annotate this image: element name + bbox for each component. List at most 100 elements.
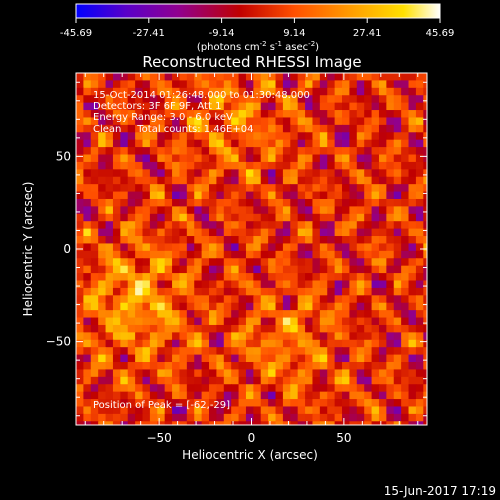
heatmap-cell	[356, 124, 365, 133]
heatmap-cell	[179, 124, 188, 133]
heatmap-cell	[245, 198, 254, 207]
heatmap-cell	[127, 95, 136, 104]
heatmap-cell	[334, 265, 343, 274]
heatmap-cell	[157, 280, 166, 289]
heatmap-cell	[282, 376, 291, 385]
heatmap-cell	[186, 117, 195, 126]
heatmap-cell	[342, 295, 351, 304]
heatmap-cell	[194, 110, 203, 119]
heatmap-cell	[216, 258, 225, 267]
heatmap-cell	[312, 191, 321, 200]
heatmap-cell	[282, 236, 291, 245]
heatmap-cell	[223, 176, 232, 185]
heatmap-cell	[349, 243, 358, 252]
heatmap-cell	[98, 87, 107, 96]
heatmap-cell	[157, 132, 166, 141]
heatmap-cell	[260, 147, 269, 156]
heatmap-cell	[142, 154, 151, 163]
heatmap-cell	[105, 413, 114, 422]
heatmap-cell	[149, 102, 158, 111]
heatmap-cell	[172, 110, 181, 119]
heatmap-cell	[378, 191, 387, 200]
heatmap-cell	[349, 421, 358, 425]
heatmap-cell	[135, 347, 144, 356]
heatmap-cell	[290, 287, 299, 296]
heatmap-cell	[268, 369, 277, 378]
heatmap-cell	[223, 384, 232, 393]
heatmap-cell	[275, 198, 284, 207]
heatmap-cell	[305, 376, 314, 385]
heatmap-cell	[112, 95, 121, 104]
heatmap-cell	[135, 169, 144, 178]
heatmap-cell	[112, 391, 121, 400]
heatmap-cell	[112, 324, 121, 333]
heatmap-cell	[378, 369, 387, 378]
heatmap-cell	[260, 265, 269, 274]
heatmap-cell	[342, 184, 351, 193]
heatmap-cell	[386, 206, 395, 215]
heatmap-cell	[245, 399, 254, 408]
heatmap-cell	[209, 310, 217, 319]
heatmap-cell	[334, 310, 343, 319]
heatmap-cell	[356, 132, 365, 141]
heatmap-cell	[194, 124, 203, 133]
heatmap-cell	[386, 265, 395, 274]
heatmap-cell	[83, 110, 92, 119]
heatmap-cell	[297, 265, 306, 274]
heatmap-cell	[157, 258, 166, 267]
heatmap-cell	[209, 236, 217, 245]
annotation-time-range: 15-Oct-2014 01:26:48.000 to 01:30:48.000	[93, 90, 310, 101]
heatmap-cell	[245, 184, 254, 193]
heatmap-cell	[76, 354, 84, 363]
heatmap-cell	[312, 265, 321, 274]
heatmap-cell	[327, 243, 336, 252]
heatmap-cell	[408, 236, 417, 245]
heatmap-cell	[423, 161, 427, 170]
heatmap-cell	[415, 191, 424, 200]
heatmap-cell	[364, 243, 373, 252]
heatmap-cell	[223, 265, 232, 274]
heatmap-cell	[312, 369, 321, 378]
heatmap-cell	[401, 95, 410, 104]
heatmap-cell	[282, 339, 291, 348]
heatmap-cell	[334, 324, 343, 333]
heatmap-cell	[216, 213, 225, 222]
heatmap-cell	[356, 102, 365, 111]
heatmap-cell	[349, 273, 358, 282]
heatmap-cell	[334, 73, 343, 82]
heatmap-cell	[164, 280, 173, 289]
heatmap-cell	[423, 102, 427, 111]
heatmap-cell	[253, 176, 262, 185]
heatmap-cell	[245, 273, 254, 282]
heatmap-cell	[179, 354, 188, 363]
heatmap-cell	[120, 221, 129, 230]
heatmap-cell	[194, 198, 203, 207]
heatmap-cell	[209, 102, 217, 111]
heatmap-cell	[179, 413, 188, 422]
heatmap-cell	[415, 206, 424, 215]
heatmap-cell	[186, 250, 195, 259]
heatmap-cell	[245, 280, 254, 289]
heatmap-cell	[268, 295, 277, 304]
heatmap-cell	[342, 362, 351, 371]
heatmap-cell	[423, 206, 427, 215]
heatmap-cell	[105, 236, 114, 245]
heatmap-cell	[393, 110, 402, 119]
heatmap-cell	[172, 354, 181, 363]
heatmap-cell	[415, 347, 424, 356]
heatmap-cell	[393, 391, 402, 400]
heatmap-cell	[378, 132, 387, 141]
heatmap-cell	[327, 80, 336, 89]
heatmap-cell	[90, 354, 99, 363]
heatmap-cell	[149, 176, 158, 185]
heatmap-cell	[356, 339, 365, 348]
heatmap-cell	[216, 154, 225, 163]
heatmap-cell	[260, 302, 269, 311]
heatmap-cell	[275, 295, 284, 304]
heatmap-cell	[305, 347, 314, 356]
heatmap-cell	[319, 332, 328, 341]
heatmap-cell	[408, 124, 417, 133]
heatmap-cell	[186, 347, 195, 356]
heatmap-cell	[186, 132, 195, 141]
